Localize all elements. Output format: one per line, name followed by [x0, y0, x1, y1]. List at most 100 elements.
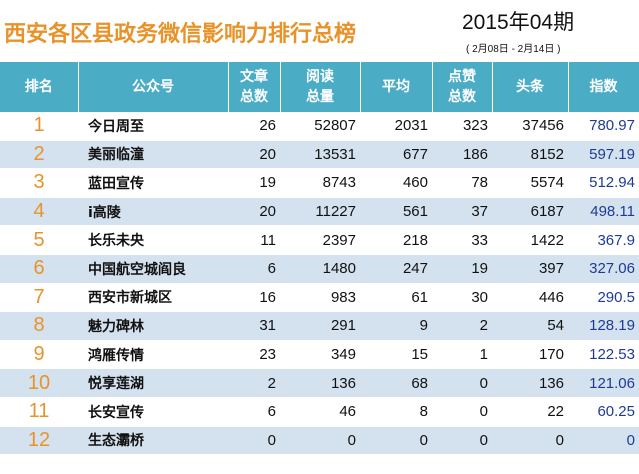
rank-cell: 7	[0, 283, 78, 313]
table-row: 3 蓝田宣传 19 8743 460 78 5574 512.94	[0, 168, 639, 198]
articles-cell: 11	[228, 225, 280, 255]
articles-cell: 6	[228, 397, 280, 427]
headline-cell: 22	[492, 397, 568, 427]
average-cell: 460	[360, 168, 432, 198]
average-cell: 68	[360, 368, 432, 398]
index-cell: 327.06	[568, 254, 639, 284]
likes-cell: 0	[432, 368, 492, 398]
table-row: 5 长乐未央 11 2397 218 33 1422 367.9	[0, 225, 639, 255]
col-header-account: 公众号	[78, 62, 229, 112]
table-row: 4 i高陵 20 11227 561 37 6187 498.11	[0, 197, 639, 227]
reads-cell: 8743	[280, 168, 360, 198]
col-header-average: 平均	[360, 62, 433, 112]
account-name-cell: 中国航空城阎良	[78, 254, 228, 284]
articles-cell: 23	[228, 340, 280, 370]
likes-cell: 323	[432, 112, 492, 141]
account-name-cell: 长安宣传	[78, 397, 228, 427]
headline-cell: 5574	[492, 168, 568, 198]
headline-cell: 0	[492, 426, 568, 456]
articles-cell: 2	[228, 368, 280, 398]
rank-cell: 11	[0, 397, 78, 427]
index-cell: 498.11	[568, 197, 639, 227]
index-cell: 122.53	[568, 340, 639, 370]
col-header-likes: 点赞 总数	[432, 62, 493, 112]
reads-cell: 52807	[280, 112, 360, 141]
reads-cell: 349	[280, 340, 360, 370]
account-name-cell: 悦享莲湖	[78, 368, 228, 398]
rank-cell: 2	[0, 140, 78, 170]
table-body: 1 今日周至 26 52807 2031 323 37456 780.97 2 美丽临潼 20 135…	[0, 112, 639, 456]
index-cell: 128.19	[568, 311, 639, 341]
rank-cell: 12	[0, 426, 78, 456]
headline-cell: 54	[492, 311, 568, 341]
table-row: 1 今日周至 26 52807 2031 323 37456 780.97	[0, 112, 639, 141]
account-name-cell: 西安市新城区	[78, 283, 228, 313]
headline-cell: 446	[492, 283, 568, 313]
index-cell: 121.06	[568, 368, 639, 398]
likes-cell: 30	[432, 283, 492, 313]
account-name-cell: 生态灞桥	[78, 426, 228, 456]
likes-cell: 1	[432, 340, 492, 370]
account-name-cell: 今日周至	[78, 112, 228, 141]
col-header-rank: 排名	[0, 62, 79, 112]
average-cell: 61	[360, 283, 432, 313]
headline-cell: 6187	[492, 197, 568, 227]
index-cell: 780.97	[568, 112, 639, 141]
articles-cell: 19	[228, 168, 280, 198]
table-row: 7 西安市新城区 16 983 61 30 446 290.5	[0, 283, 639, 313]
reads-cell: 1480	[280, 254, 360, 284]
rank-cell: 10	[0, 368, 78, 398]
articles-cell: 6	[228, 254, 280, 284]
headline-cell: 37456	[492, 112, 568, 141]
table-row: 2 美丽临潼 20 13531 677 186 8152 597.19	[0, 140, 639, 170]
account-name-cell: 鸿雁传情	[78, 340, 228, 370]
reads-cell: 983	[280, 283, 360, 313]
col-header-headline: 头条	[492, 62, 569, 112]
table-header-row: 排名 公众号 文章 总数 阅读 总量 平均 点赞 总数 头条 指数	[0, 62, 639, 112]
headline-cell: 1422	[492, 225, 568, 255]
reads-cell: 11227	[280, 197, 360, 227]
index-cell: 290.5	[568, 283, 639, 313]
likes-cell: 0	[432, 426, 492, 456]
likes-cell: 33	[432, 225, 492, 255]
table-row: 12 生态灞桥 0 0 0 0 0 0	[0, 426, 639, 456]
ranking-table: 排名 公众号 文章 总数 阅读 总量 平均 点赞 总数 头条 指数 1 今日周至 26 52…	[0, 62, 639, 456]
index-cell: 597.19	[568, 140, 639, 170]
table-row: 6 中国航空城阎良 6 1480 247 19 397 327.06	[0, 254, 639, 284]
table-row: 11 长安宣传 6 46 8 0 22 60.25	[0, 397, 639, 427]
reads-cell: 291	[280, 311, 360, 341]
rank-cell: 1	[0, 112, 78, 141]
col-header-articles: 文章 总数	[228, 62, 281, 112]
rank-cell: 6	[0, 254, 78, 284]
col-header-reads: 阅读 总量	[280, 62, 361, 112]
articles-cell: 20	[228, 140, 280, 170]
headline-cell: 136	[492, 368, 568, 398]
average-cell: 561	[360, 197, 432, 227]
account-name-cell: i高陵	[78, 197, 228, 227]
account-name-cell: 长乐未央	[78, 225, 228, 255]
likes-cell: 2	[432, 311, 492, 341]
likes-cell: 186	[432, 140, 492, 170]
articles-cell: 26	[228, 112, 280, 141]
articles-cell: 0	[228, 426, 280, 456]
date-range: ( 2月08日 - 2月14日 )	[466, 44, 561, 55]
articles-cell: 31	[228, 311, 280, 341]
articles-cell: 16	[228, 283, 280, 313]
average-cell: 218	[360, 225, 432, 255]
table-row: 8 魅力碑林 31 291 9 2 54 128.19	[0, 311, 639, 341]
page-title: 西安各区县政务微信影响力排行总榜	[4, 22, 357, 47]
account-name-cell: 魅力碑林	[78, 311, 228, 341]
average-cell: 15	[360, 340, 432, 370]
headline-cell: 170	[492, 340, 568, 370]
index-cell: 367.9	[568, 225, 639, 255]
average-cell: 9	[360, 311, 432, 341]
account-name-cell: 美丽临潼	[78, 140, 228, 170]
table-row: 10 悦享莲湖 2 136 68 0 136 121.06	[0, 368, 639, 398]
average-cell: 247	[360, 254, 432, 284]
headline-cell: 397	[492, 254, 568, 284]
rank-cell: 4	[0, 197, 78, 227]
rank-cell: 3	[0, 168, 78, 198]
rank-cell: 5	[0, 225, 78, 255]
average-cell: 8	[360, 397, 432, 427]
col-header-index: 指数	[568, 62, 639, 112]
